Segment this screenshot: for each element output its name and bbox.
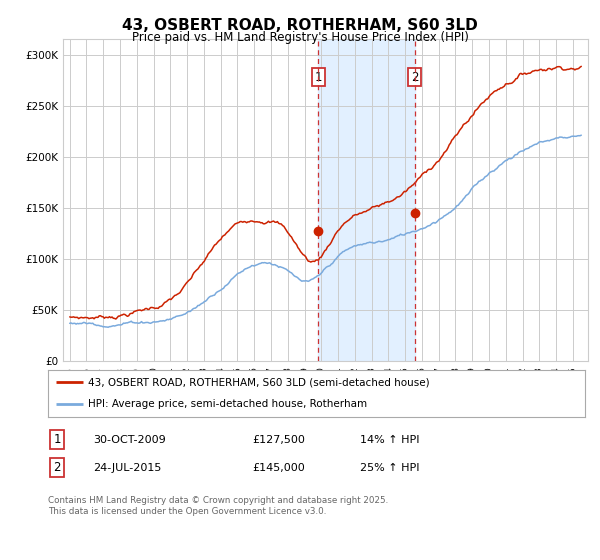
Text: 1: 1 [315,71,322,83]
Text: 1: 1 [53,433,61,446]
Text: 2: 2 [53,461,61,474]
Text: 43, OSBERT ROAD, ROTHERHAM, S60 3LD (semi-detached house): 43, OSBERT ROAD, ROTHERHAM, S60 3LD (sem… [88,377,430,388]
Bar [319,39,415,361]
Text: 24-JUL-2015: 24-JUL-2015 [93,463,161,473]
Text: Contains HM Land Registry data © Crown copyright and database right 2025.
This d: Contains HM Land Registry data © Crown c… [48,496,388,516]
Text: 2: 2 [411,71,418,83]
Text: 30-OCT-2009: 30-OCT-2009 [93,435,166,445]
Text: 14% ↑ HPI: 14% ↑ HPI [360,435,419,445]
Text: 25% ↑ HPI: 25% ↑ HPI [360,463,419,473]
Text: Price paid vs. HM Land Registry's House Price Index (HPI): Price paid vs. HM Land Registry's House … [131,31,469,44]
Text: £145,000: £145,000 [252,463,305,473]
Text: £127,500: £127,500 [252,435,305,445]
Text: HPI: Average price, semi-detached house, Rotherham: HPI: Average price, semi-detached house,… [88,399,367,409]
Text: 43, OSBERT ROAD, ROTHERHAM, S60 3LD: 43, OSBERT ROAD, ROTHERHAM, S60 3LD [122,18,478,33]
